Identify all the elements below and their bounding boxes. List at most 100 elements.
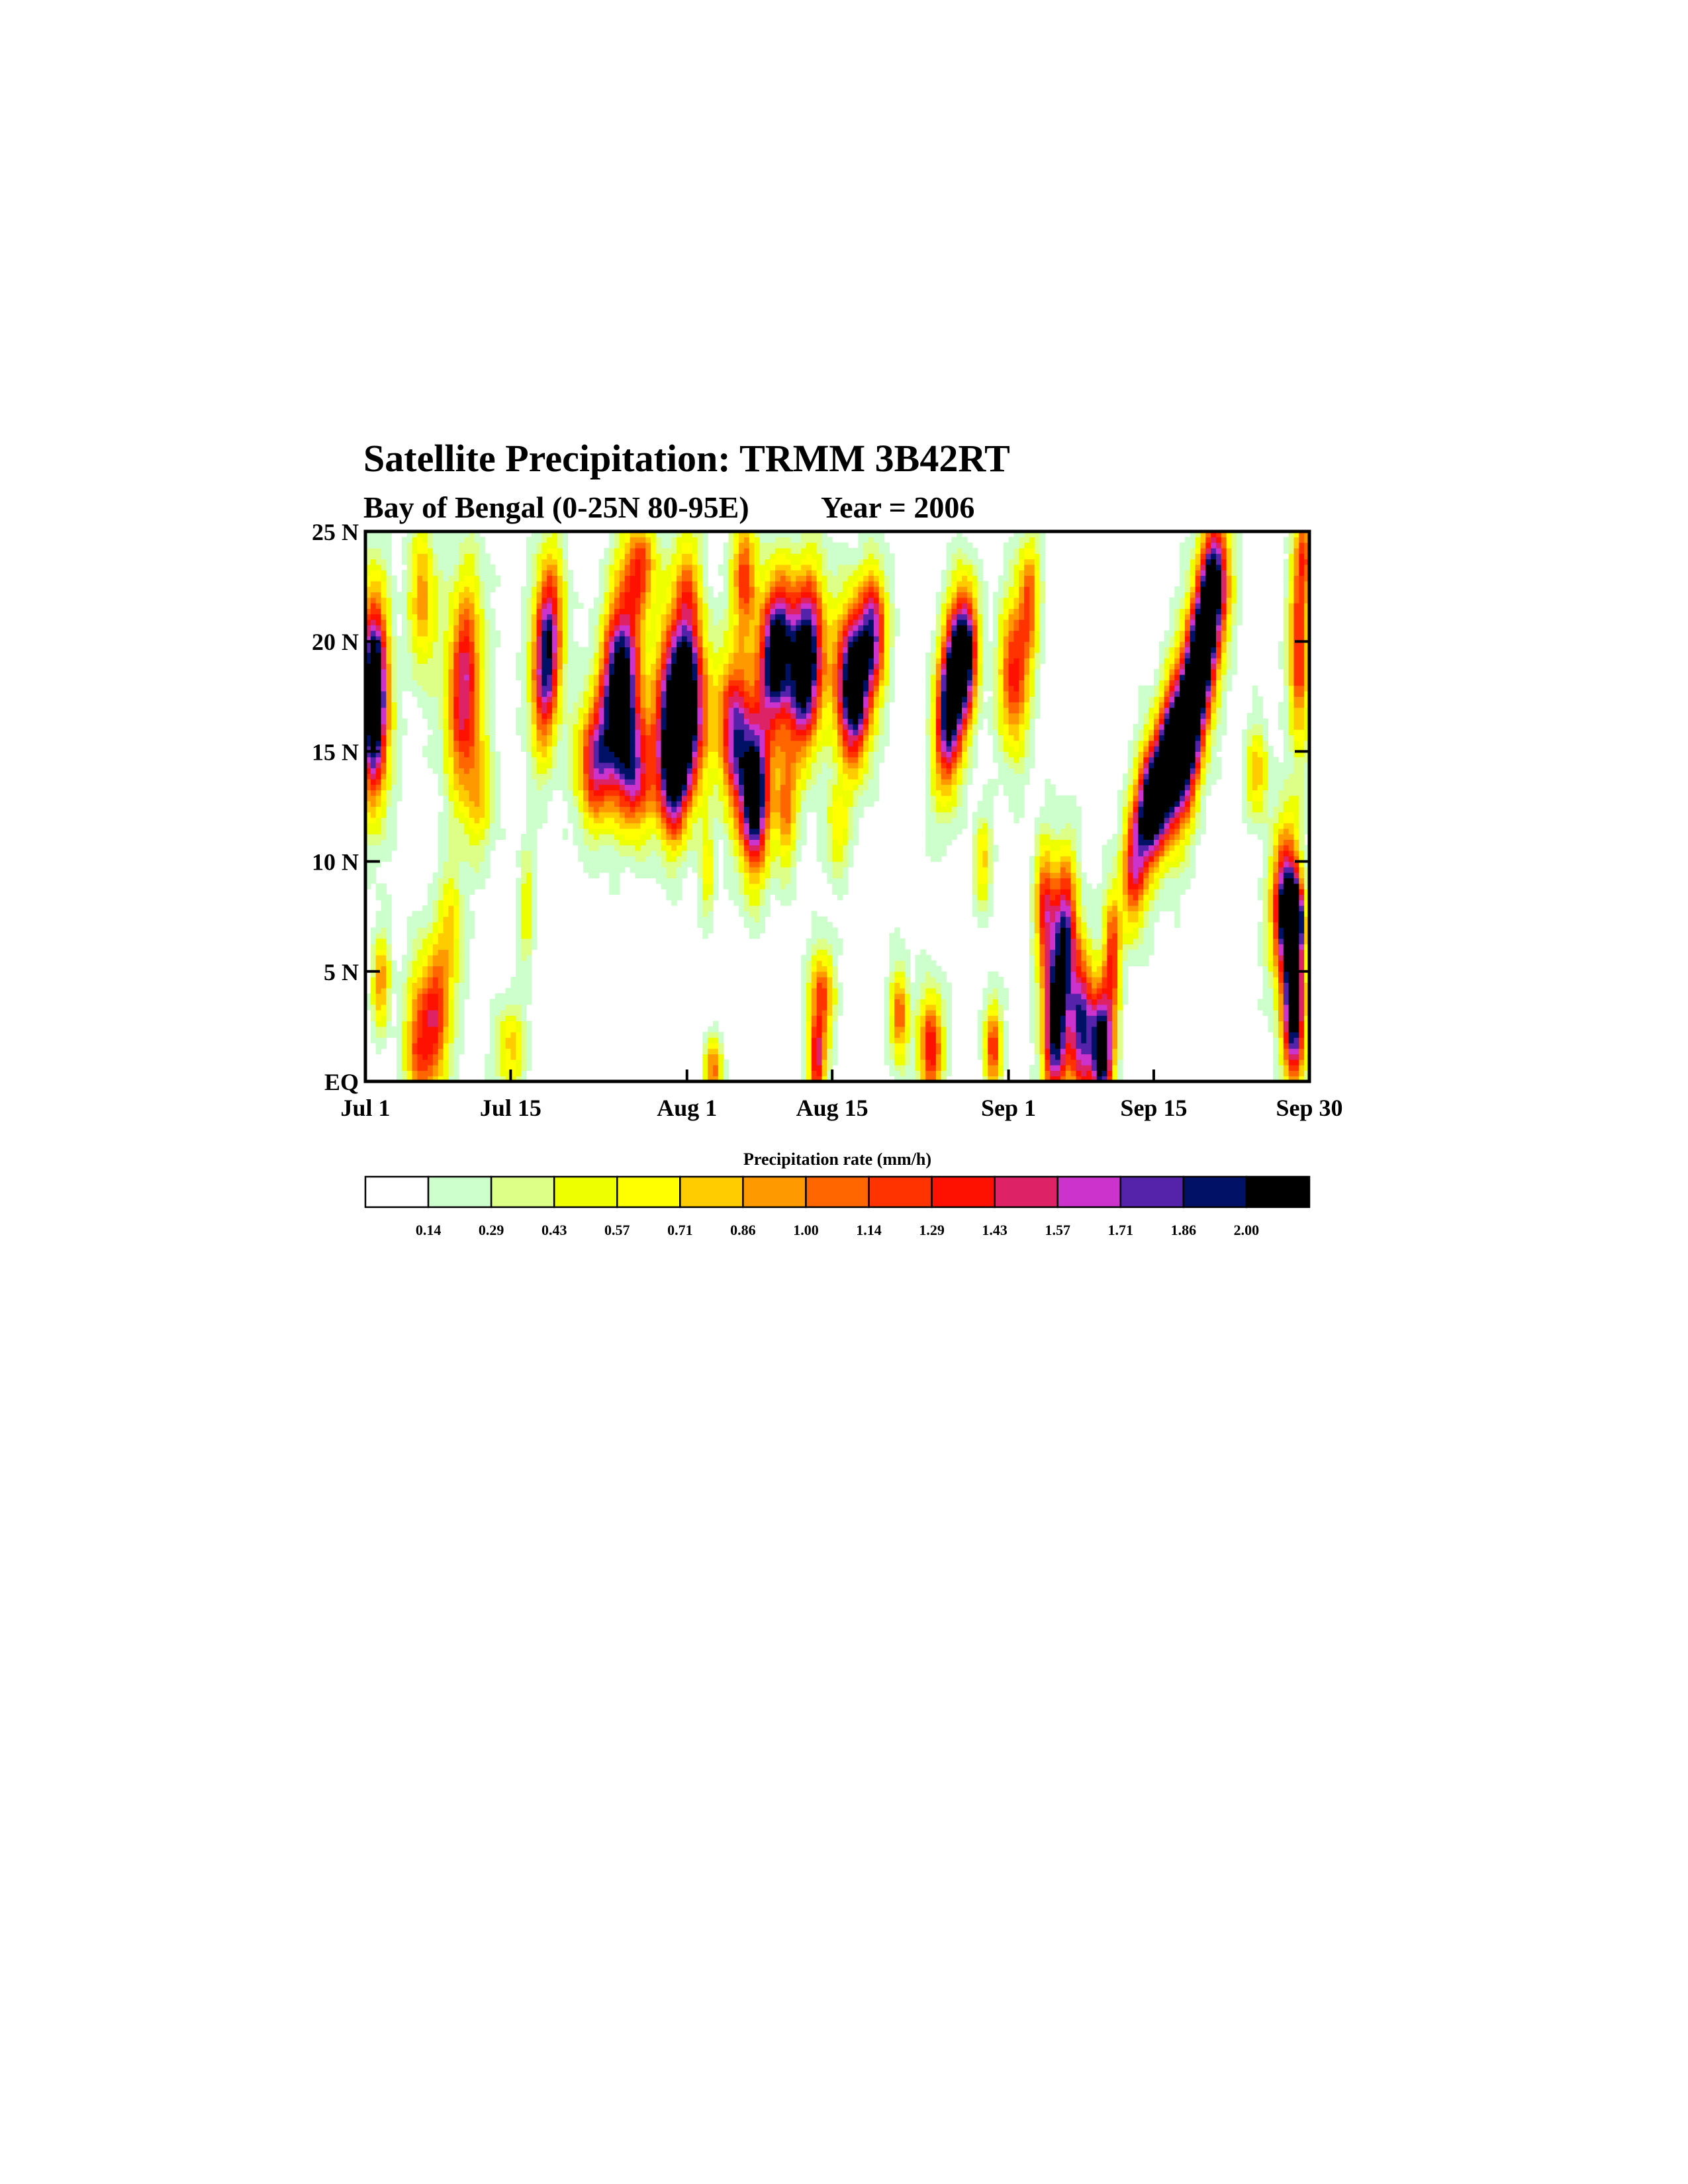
heatmap-cell <box>624 784 631 791</box>
heatmap-cell <box>479 784 485 791</box>
heatmap-cell <box>718 1048 724 1055</box>
heatmap-cell <box>1149 878 1154 884</box>
heatmap-cell <box>463 850 470 856</box>
heatmap-cell <box>412 949 418 956</box>
heatmap-cell <box>832 878 838 884</box>
heatmap-cell <box>1060 1070 1066 1077</box>
heatmap-cell <box>386 960 392 967</box>
heatmap-cell <box>827 933 833 939</box>
heatmap-cell <box>1045 1004 1051 1011</box>
heatmap-cell <box>448 1042 454 1049</box>
heatmap-cell <box>998 1070 1004 1077</box>
heatmap-cell <box>962 801 968 807</box>
heatmap-cell <box>743 817 750 824</box>
heatmap-cell <box>1039 949 1046 956</box>
heatmap-cell <box>1184 839 1191 846</box>
heatmap-cell <box>931 850 937 856</box>
heatmap-cell <box>801 977 807 983</box>
heatmap-cell <box>697 801 703 807</box>
heatmap-cell <box>739 856 745 862</box>
heatmap-cell <box>1086 1009 1092 1016</box>
heatmap-cell <box>417 966 423 972</box>
heatmap-cell <box>935 1032 942 1038</box>
heatmap-cell <box>526 844 532 851</box>
heatmap-cell <box>381 839 387 846</box>
heatmap-cell <box>630 801 636 807</box>
heatmap-cell <box>702 1048 708 1055</box>
heatmap-cell <box>821 944 827 950</box>
heatmap-cell <box>412 927 418 934</box>
heatmap-cell <box>1122 949 1129 956</box>
heatmap-cell <box>1065 861 1072 868</box>
heatmap-cell <box>401 1032 408 1038</box>
heatmap-cell <box>1257 927 1264 934</box>
heatmap-cell <box>1184 856 1191 862</box>
heatmap-cell <box>1278 905 1284 911</box>
heatmap-cell <box>1065 801 1072 807</box>
heatmap-cell <box>1127 801 1134 807</box>
heatmap-cell <box>1034 987 1041 994</box>
heatmap-cell <box>1278 966 1284 972</box>
heatmap-cell <box>686 839 693 846</box>
heatmap-cell <box>951 784 957 791</box>
heatmap-cell <box>557 773 563 780</box>
heatmap-cell <box>925 1004 931 1011</box>
heatmap-cell <box>785 773 792 780</box>
heatmap-cell <box>894 1054 900 1060</box>
heatmap-cell <box>521 922 527 928</box>
heatmap-cell <box>785 844 792 851</box>
heatmap-cell <box>370 784 377 791</box>
heatmap-cell <box>1081 1021 1087 1027</box>
heatmap-cell <box>505 1021 511 1027</box>
heatmap-cell <box>1273 839 1279 846</box>
heatmap-cell <box>375 850 382 856</box>
heatmap-cell <box>925 1009 931 1016</box>
heatmap-cell <box>759 834 765 840</box>
heatmap-cell <box>972 850 978 856</box>
heatmap-cell <box>1299 954 1305 961</box>
heatmap-cell <box>375 938 382 944</box>
heatmap-cell <box>521 905 527 911</box>
heatmap-cell <box>972 856 978 862</box>
heatmap-cell <box>671 850 677 856</box>
heatmap-cell <box>982 1009 988 1016</box>
heatmap-cell <box>614 806 620 813</box>
heatmap-cell <box>1003 999 1009 1005</box>
heatmap-cell <box>858 806 864 813</box>
heatmap-cell <box>375 949 382 956</box>
heatmap-cell <box>459 883 465 889</box>
heatmap-cell <box>1060 905 1066 911</box>
heatmap-cell <box>904 1075 911 1081</box>
heatmap-cell <box>1112 1042 1118 1049</box>
heatmap-cell <box>821 1037 827 1044</box>
heatmap-cell <box>1076 889 1082 895</box>
heatmap-cell <box>453 1032 459 1038</box>
heatmap-cell <box>816 944 823 950</box>
heatmap-cell <box>1169 872 1175 879</box>
heatmap-cell <box>951 817 957 824</box>
heatmap-cell <box>490 1075 496 1081</box>
heatmap-cell <box>604 817 610 824</box>
heatmap-cell <box>1262 806 1268 813</box>
heatmap-cell <box>422 960 428 967</box>
heatmap-cell <box>708 801 714 807</box>
heatmap-cell <box>785 899 792 906</box>
heatmap-cell <box>370 1009 377 1016</box>
heatmap-cell <box>1273 944 1279 950</box>
heatmap-cell <box>759 899 765 906</box>
heatmap-cell <box>733 811 739 818</box>
heatmap-cell <box>754 795 761 801</box>
heatmap-cell <box>733 844 739 851</box>
heatmap-cell <box>1029 977 1035 983</box>
heatmap-cell <box>1060 999 1066 1005</box>
heatmap-cell <box>1138 872 1144 879</box>
heatmap-cell <box>578 850 584 856</box>
heatmap-cell <box>842 801 849 807</box>
heatmap-cell <box>531 911 538 917</box>
heatmap-cell <box>1133 889 1139 895</box>
heatmap-cell <box>1180 801 1186 807</box>
heatmap-cell <box>708 1075 714 1081</box>
heatmap-cell <box>1153 899 1160 906</box>
heatmap-cell <box>1174 856 1180 862</box>
heatmap-cell <box>827 773 833 780</box>
